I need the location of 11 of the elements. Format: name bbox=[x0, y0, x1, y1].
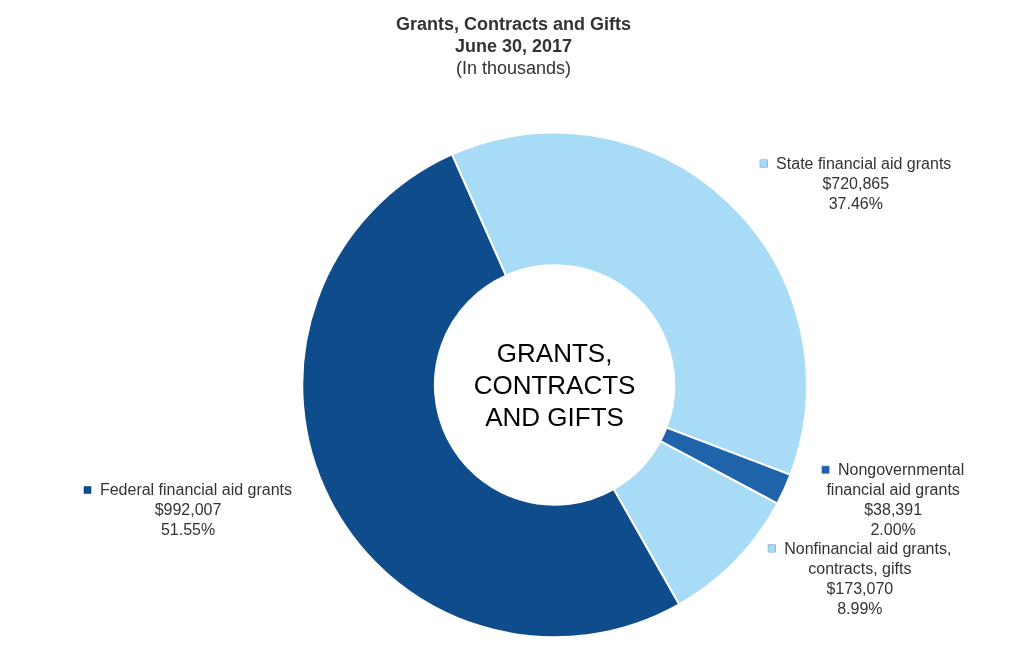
data-label: $38,391 2.00% bbox=[864, 501, 923, 539]
chart-title: Grants, Contracts and Gifts June 30, 2017 bbox=[395, 14, 632, 56]
chart-subtitle: (In thousands) bbox=[455, 58, 572, 78]
legend-label: Nongovernmental financial aid grants bbox=[826, 461, 965, 499]
data-label: $173,070 8.99% bbox=[826, 579, 894, 617]
legend-label: State financial aid grants bbox=[776, 155, 952, 173]
data-label: $720,865 37.46% bbox=[822, 175, 890, 213]
legend-label: Federal financial aid grants bbox=[99, 481, 293, 499]
text: GRANTS, CONTRACTS AND GIFTS bbox=[473, 337, 636, 432]
data-label: $992,007 51.55% bbox=[154, 501, 222, 539]
legend-label: Nonfinancial aid grants, contracts, gifts bbox=[784, 539, 952, 577]
